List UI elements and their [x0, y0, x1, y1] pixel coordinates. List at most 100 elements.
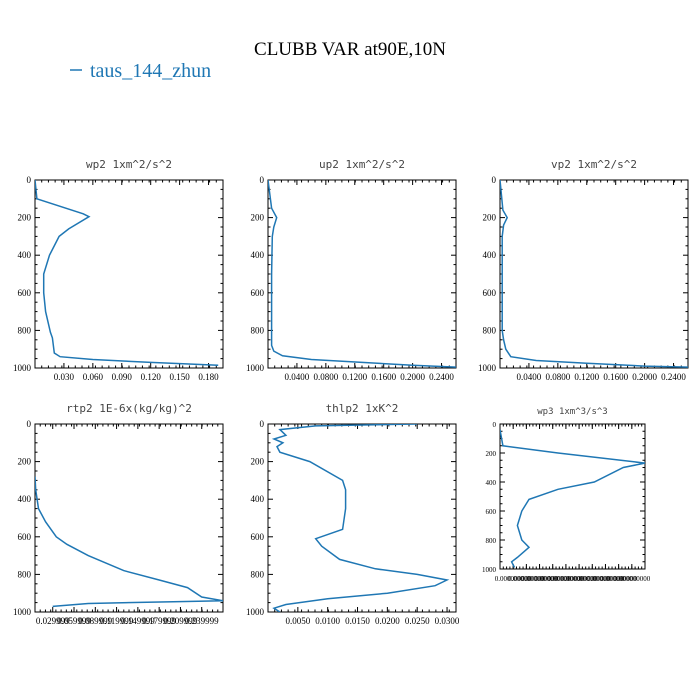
- panel-3: vp2 1xm^2/s^2 0 200 400 600 800 1000 0.0400 0.08…: [478, 158, 689, 382]
- x-tick-label: 0.0800: [545, 372, 570, 382]
- x-tick-label: 0.090: [112, 372, 133, 382]
- legend-label: taus_144_zhun: [90, 60, 211, 82]
- y-tick-label: 400: [483, 250, 497, 260]
- x-tick-label: 0.0050: [285, 616, 310, 626]
- x-tick-label: 0.000000000: [495, 575, 532, 583]
- x-tick-label: 0.2000: [400, 372, 425, 382]
- plot-frame: [499, 179, 689, 369]
- x-tick-label: 0.0400: [285, 372, 310, 382]
- x-tick-label: 0.2400: [429, 372, 454, 382]
- x-tick-label: 0.1600: [603, 372, 628, 382]
- y-tick-label: 600: [18, 532, 32, 542]
- plot-frame: [499, 423, 646, 570]
- x-tick-label: 0.060: [83, 372, 104, 382]
- x-tick-label: 0.030: [54, 372, 75, 382]
- x-tick-label: 0.000000000: [561, 575, 598, 583]
- x-tick-label: 0.0150: [345, 616, 370, 626]
- x-tick-label: 0.1600: [371, 372, 396, 382]
- panel-title: wp2 1xm^2/s^2: [86, 158, 172, 171]
- x-tick-label: 0.089999: [78, 616, 112, 626]
- plot-frame: [267, 423, 457, 613]
- series-line: [271, 424, 450, 612]
- y-tick-label: 1000: [478, 363, 497, 373]
- y-tick-label: 1000: [246, 363, 265, 373]
- y-tick-label: 600: [251, 288, 265, 298]
- x-tick-label: 0.000000000: [587, 575, 624, 583]
- panel-2: up2 1xm^2/s^2 0 200 400 600 800 1000 0.0400 0.08…: [246, 158, 457, 382]
- x-tick-label: 0.239999: [185, 616, 219, 626]
- x-tick-label: 0.000000000: [613, 575, 650, 583]
- panel-title: thlp2 1xK^2: [326, 402, 399, 415]
- y-tick-label: 800: [251, 569, 265, 579]
- y-tick-label: 400: [18, 494, 32, 504]
- y-tick-label: 400: [251, 494, 265, 504]
- y-tick-label: 0: [493, 421, 497, 429]
- y-tick-label: 400: [18, 250, 32, 260]
- x-tick-label: 0.000000000: [548, 575, 585, 583]
- y-tick-label: 800: [18, 325, 32, 335]
- x-tick-label: 0.0100: [315, 616, 340, 626]
- x-tick-label: 0.029999: [36, 616, 70, 626]
- y-tick-label: 800: [18, 569, 32, 579]
- plot-frame: [34, 423, 224, 613]
- x-tick-label: 0.000000000: [534, 575, 571, 583]
- y-tick-label: 1000: [482, 566, 497, 574]
- plot-frame: [34, 179, 224, 369]
- y-tick-label: 0: [27, 175, 32, 185]
- x-tick-label: 0.2000: [632, 372, 657, 382]
- x-tick-label: 0.1200: [342, 372, 367, 382]
- panel-title: up2 1xm^2/s^2: [319, 158, 405, 171]
- plot-frame: [267, 179, 457, 369]
- y-tick-label: 600: [251, 532, 265, 542]
- x-tick-label: 0.0800: [313, 372, 338, 382]
- y-tick-label: 200: [18, 213, 32, 223]
- x-tick-label: 0.000000000: [574, 575, 611, 583]
- series-line: [268, 180, 456, 368]
- panel-6: wp3 1xm^3/s^3020040060080010000.00000000…: [482, 407, 651, 583]
- y-tick-label: 0: [27, 419, 32, 429]
- panel-title: vp2 1xm^2/s^2: [551, 158, 637, 171]
- y-tick-label: 1000: [246, 607, 265, 617]
- y-tick-label: 1000: [13, 363, 32, 373]
- x-tick-label: 0.180: [198, 372, 219, 382]
- series-line: [35, 180, 219, 366]
- y-tick-label: 800: [251, 325, 265, 335]
- y-tick-label: 0: [260, 175, 265, 185]
- y-tick-label: 200: [483, 213, 497, 223]
- y-tick-label: 800: [486, 537, 497, 545]
- y-tick-label: 200: [251, 457, 265, 467]
- x-tick-label: 0.000000000: [600, 575, 637, 583]
- y-tick-label: 600: [18, 288, 32, 298]
- series-line: [35, 476, 223, 608]
- legend: taus_144_zhun: [70, 60, 211, 82]
- x-tick-label: 0.0300: [435, 616, 460, 626]
- y-tick-label: 200: [18, 457, 32, 467]
- y-tick-label: 200: [486, 450, 497, 458]
- x-tick-label: 0.150: [169, 372, 190, 382]
- x-tick-label: 0.059999: [57, 616, 91, 626]
- x-tick-label: 0.1200: [574, 372, 599, 382]
- y-tick-label: 0: [260, 419, 265, 429]
- x-tick-label: 0.179999: [142, 616, 176, 626]
- y-tick-label: 200: [251, 213, 265, 223]
- x-tick-label: 0.149999: [121, 616, 155, 626]
- y-tick-label: 800: [483, 325, 497, 335]
- x-tick-label: 0.000000000: [521, 575, 558, 583]
- y-tick-label: 600: [483, 288, 497, 298]
- figure-title: CLUBB VAR at90E,10N: [254, 39, 446, 60]
- x-tick-label: 0.209999: [164, 616, 198, 626]
- x-tick-label: 0.000000000: [508, 575, 545, 583]
- x-tick-label: 0.120: [141, 372, 162, 382]
- panel-5: thlp2 1xK^2 0 200 400 600 800 1000 0.0050 0.0100…: [246, 402, 460, 626]
- x-tick-label: 0.0400: [517, 372, 542, 382]
- series-line: [500, 180, 688, 368]
- panel-4: rtp2 1E-6x(kg/kg)^2 0 200 400 600 800 1000 0.02…: [13, 402, 224, 626]
- x-tick-label: 0.0200: [375, 616, 400, 626]
- series-line: [500, 429, 645, 568]
- panel-title: wp3 1xm^3/s^3: [537, 407, 607, 417]
- y-tick-label: 600: [486, 508, 497, 516]
- panel-1: wp2 1xm^2/s^2 0 200 400 600 800 1000 0.030 0.060…: [13, 158, 224, 382]
- x-tick-label: 0.0250: [405, 616, 430, 626]
- y-tick-label: 400: [486, 479, 497, 487]
